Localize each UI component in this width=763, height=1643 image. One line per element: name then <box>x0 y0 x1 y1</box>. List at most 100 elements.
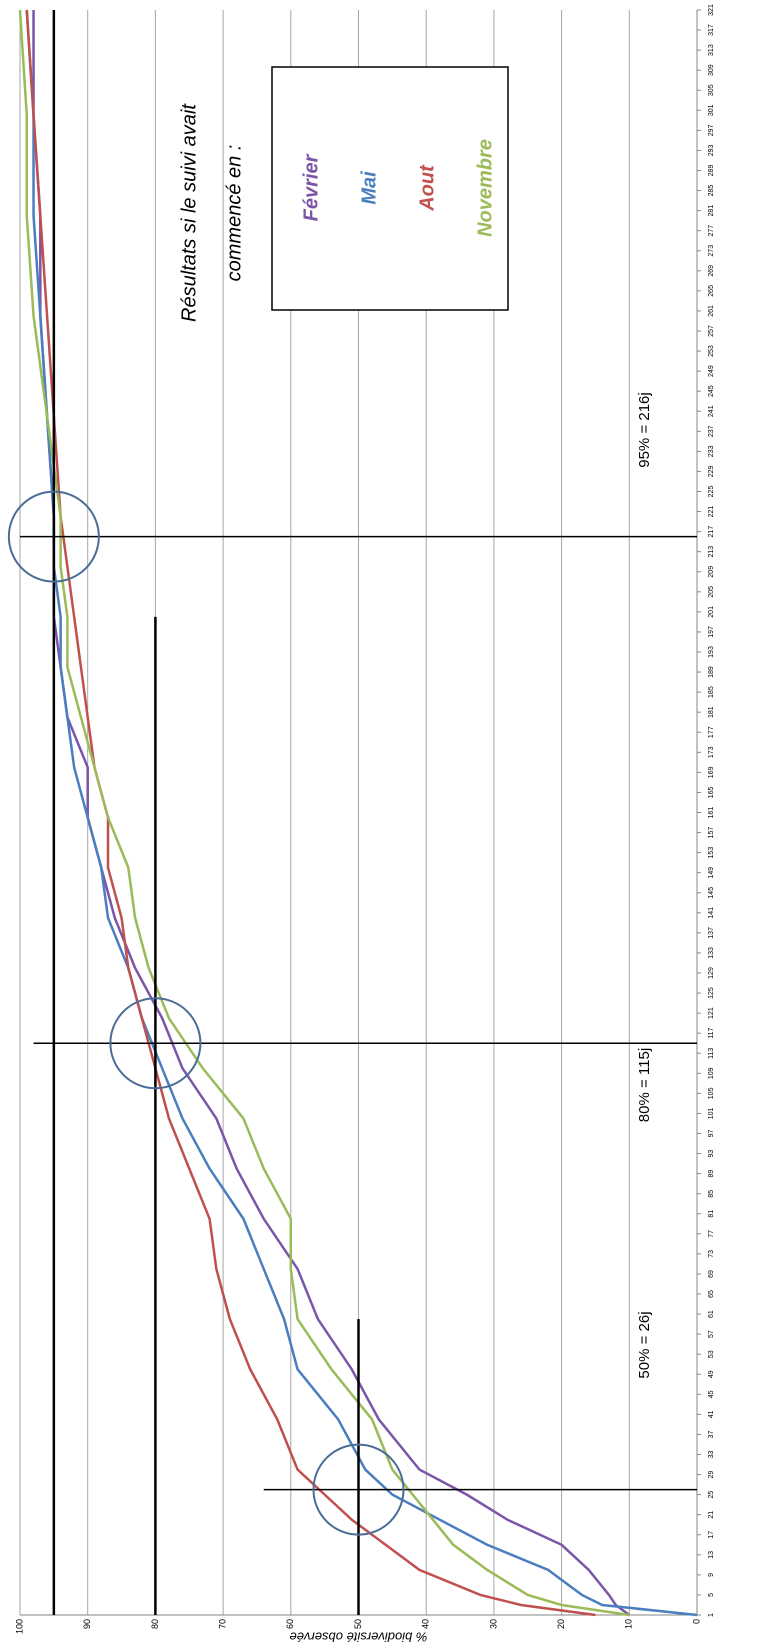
reference-circle <box>109 997 202 1090</box>
x-tick-label: 321 <box>708 4 715 16</box>
x-tick-label: 49 <box>708 1370 715 1378</box>
x-tick-label: 221 <box>708 506 715 518</box>
x-tick-label: 297 <box>708 124 715 136</box>
x-tick-label: 33 <box>708 1451 715 1459</box>
x-tick-label: 13 <box>708 1551 715 1559</box>
x-tick-label: 225 <box>708 486 715 498</box>
x-tick-label: 205 <box>708 586 715 598</box>
x-tick-label: 257 <box>708 325 715 337</box>
y-tick-label: 70 <box>217 1619 227 1629</box>
x-tick-label: 141 <box>708 907 715 919</box>
x-tick-label: 157 <box>708 827 715 839</box>
x-tick-label: 105 <box>708 1087 715 1099</box>
x-tick-label: 161 <box>708 807 715 819</box>
x-tick-label: 101 <box>708 1107 715 1119</box>
x-tick-label: 137 <box>708 927 715 939</box>
x-tick-label: 217 <box>708 526 715 538</box>
x-tick-label: 185 <box>708 686 715 698</box>
x-tick-label: 89 <box>708 1170 715 1178</box>
x-tick-label: 285 <box>708 185 715 197</box>
x-tick-label: 233 <box>708 445 715 457</box>
x-tick-label: 165 <box>708 786 715 798</box>
reference-circle <box>312 1443 405 1536</box>
y-tick-label: 90 <box>82 1619 92 1629</box>
x-tick-label: 133 <box>708 947 715 959</box>
x-tick-label: 277 <box>708 225 715 237</box>
x-tick-label: 9 <box>708 1573 715 1577</box>
x-tick-label: 173 <box>708 746 715 758</box>
x-tick-label: 253 <box>708 345 715 357</box>
x-tick-label: 109 <box>708 1067 715 1079</box>
y-tick-label: 100 <box>14 1619 24 1634</box>
x-tick-label: 197 <box>708 626 715 638</box>
y-tick-label: 40 <box>421 1619 431 1629</box>
y-tick-label: 50 <box>353 1619 363 1629</box>
x-tick-label: 37 <box>708 1430 715 1438</box>
legend-entry: Aout <box>416 164 438 212</box>
x-tick-label: 77 <box>708 1230 715 1238</box>
x-tick-label: 125 <box>708 987 715 999</box>
y-tick-label: 10 <box>624 1619 634 1629</box>
y-tick-label: 60 <box>285 1619 295 1629</box>
x-tick-label: 81 <box>708 1210 715 1218</box>
x-tick-label: 73 <box>708 1250 715 1258</box>
y-tick-label: 80 <box>150 1619 160 1629</box>
reference-label: 80% = 115j <box>636 1048 653 1122</box>
y-tick-label: 30 <box>488 1619 498 1629</box>
x-tick-label: 189 <box>708 666 715 678</box>
x-tick-label: 21 <box>708 1511 715 1519</box>
x-tick-label: 93 <box>708 1150 715 1158</box>
reference-label: 50% = 26j <box>636 1311 653 1378</box>
x-tick-label: 293 <box>708 144 715 156</box>
legend-entry: Février <box>300 153 322 221</box>
x-tick-label: 177 <box>708 726 715 738</box>
y-tick-label: 0 <box>691 1619 701 1624</box>
x-tick-label: 57 <box>708 1330 715 1338</box>
x-tick-label: 269 <box>708 265 715 277</box>
legend-entry: Novembre <box>474 139 496 237</box>
x-tick-label: 17 <box>708 1531 715 1539</box>
x-tick-label: 169 <box>708 766 715 778</box>
x-tick-label: 237 <box>708 425 715 437</box>
x-tick-label: 181 <box>708 706 715 718</box>
x-tick-label: 213 <box>708 546 715 558</box>
x-tick-label: 281 <box>708 205 715 217</box>
legend-title: commencé en : <box>223 145 245 282</box>
y-tick-label: 20 <box>556 1619 566 1629</box>
x-tick-label: 61 <box>708 1310 715 1318</box>
legend-title: Résultats si le suivi avait <box>178 103 200 322</box>
x-tick-label: 97 <box>708 1130 715 1138</box>
x-tick-label: 305 <box>708 84 715 96</box>
x-tick-label: 53 <box>708 1350 715 1358</box>
y-axis-title: % biodiversité observée <box>289 1630 427 1643</box>
x-tick-label: 309 <box>708 64 715 76</box>
x-tick-label: 241 <box>708 405 715 417</box>
x-tick-label: 201 <box>708 606 715 618</box>
x-tick-label: 129 <box>708 967 715 979</box>
x-tick-label: 69 <box>708 1270 715 1278</box>
x-tick-label: 209 <box>708 566 715 578</box>
x-tick-label: 229 <box>708 465 715 477</box>
x-tick-label: 153 <box>708 847 715 859</box>
x-tick-label: 193 <box>708 646 715 658</box>
x-tick-label: 249 <box>708 365 715 377</box>
x-tick-label: 245 <box>708 385 715 397</box>
legend-entry: Mai <box>358 171 380 205</box>
x-tick-label: 1 <box>708 1613 715 1617</box>
x-tick-label: 65 <box>708 1290 715 1298</box>
reference-label: 95% = 216j <box>636 392 653 467</box>
x-tick-label: 121 <box>708 1007 715 1019</box>
x-tick-label: 301 <box>708 104 715 116</box>
x-tick-label: 273 <box>708 245 715 257</box>
x-tick-label: 145 <box>708 887 715 899</box>
x-tick-label: 25 <box>708 1491 715 1499</box>
legend-box <box>271 66 509 311</box>
x-tick-label: 149 <box>708 867 715 879</box>
x-tick-label: 117 <box>708 1028 715 1039</box>
x-tick-label: 5 <box>708 1593 715 1597</box>
x-tick-label: 261 <box>708 305 715 317</box>
x-tick-label: 289 <box>708 165 715 177</box>
x-tick-label: 45 <box>708 1390 715 1398</box>
